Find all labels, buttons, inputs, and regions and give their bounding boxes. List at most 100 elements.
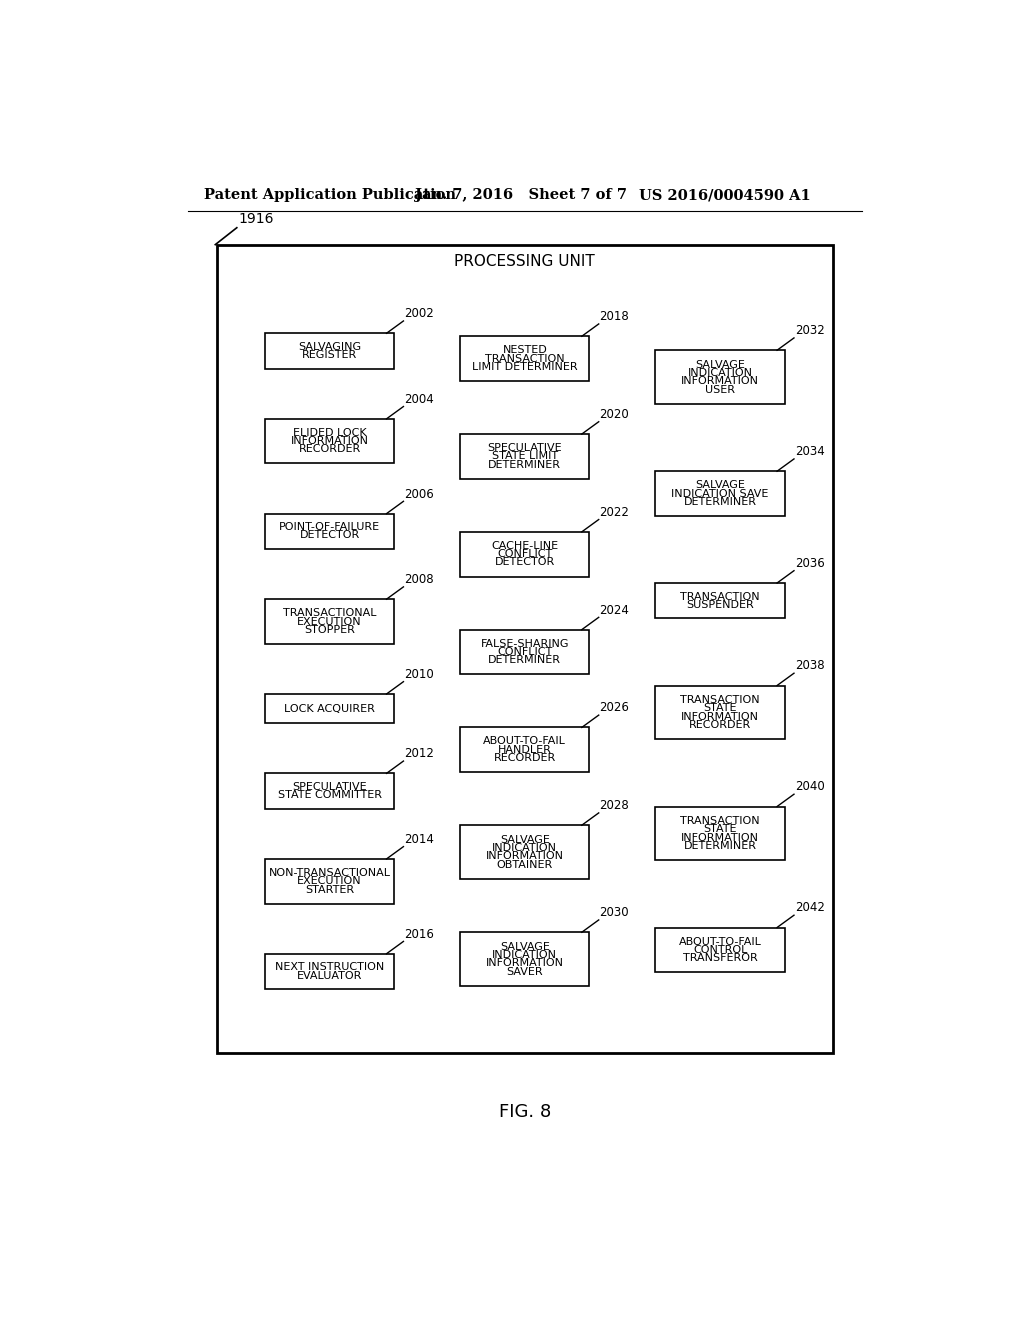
- Text: SPECULATIVE: SPECULATIVE: [292, 781, 367, 792]
- Text: 1916: 1916: [239, 213, 273, 226]
- Text: 2010: 2010: [404, 668, 434, 681]
- Text: POINT-OF-FAILURE: POINT-OF-FAILURE: [279, 523, 380, 532]
- Text: LOCK ACQUIRER: LOCK ACQUIRER: [284, 704, 375, 714]
- Text: REGISTER: REGISTER: [302, 350, 357, 360]
- Text: EXECUTION: EXECUTION: [297, 876, 361, 886]
- Text: US 2016/0004590 A1: US 2016/0004590 A1: [639, 189, 811, 202]
- Bar: [265, 774, 394, 809]
- Bar: [655, 807, 784, 861]
- Text: CONFLICT: CONFLICT: [498, 549, 552, 560]
- Bar: [460, 727, 590, 772]
- Text: SALVAGING: SALVAGING: [298, 342, 361, 352]
- Bar: [460, 932, 590, 986]
- Text: RECORDER: RECORDER: [689, 719, 752, 730]
- Text: 2004: 2004: [404, 393, 434, 405]
- Text: INFORMATION: INFORMATION: [291, 436, 369, 446]
- Bar: [265, 694, 394, 723]
- Text: OBTAINER: OBTAINER: [497, 859, 553, 870]
- Text: NESTED: NESTED: [503, 346, 547, 355]
- Text: INFORMATION: INFORMATION: [485, 958, 564, 969]
- Text: 2026: 2026: [599, 701, 630, 714]
- Text: 2024: 2024: [599, 603, 630, 616]
- Bar: [265, 859, 394, 904]
- Text: ABOUT-TO-FAIL: ABOUT-TO-FAIL: [679, 936, 762, 946]
- Bar: [265, 513, 394, 549]
- Text: INFORMATION: INFORMATION: [681, 833, 759, 842]
- Text: INFORMATION: INFORMATION: [485, 851, 564, 862]
- Bar: [655, 583, 784, 618]
- Text: TRANSACTION: TRANSACTION: [680, 816, 760, 826]
- Bar: [265, 599, 394, 644]
- Bar: [460, 630, 590, 675]
- Text: 2008: 2008: [404, 573, 434, 586]
- Text: 2014: 2014: [404, 833, 434, 846]
- Bar: [460, 434, 590, 479]
- Text: CONFLICT: CONFLICT: [498, 647, 552, 657]
- Text: STATE LIMIT: STATE LIMIT: [492, 451, 558, 462]
- Text: EVALUATOR: EVALUATOR: [297, 970, 362, 981]
- Text: TRANSACTION: TRANSACTION: [485, 354, 564, 363]
- Bar: [460, 825, 590, 879]
- Bar: [265, 418, 394, 463]
- Text: 2006: 2006: [404, 487, 434, 500]
- Text: STATE COMMITTER: STATE COMMITTER: [278, 791, 382, 800]
- Text: SALVAGE: SALVAGE: [695, 360, 745, 370]
- Text: USER: USER: [706, 384, 735, 395]
- Text: TRANSACTIONAL: TRANSACTIONAL: [283, 609, 376, 618]
- Text: INDICATION SAVE: INDICATION SAVE: [672, 488, 769, 499]
- Text: Patent Application Publication: Patent Application Publication: [204, 189, 456, 202]
- Bar: [655, 685, 784, 739]
- Text: 2036: 2036: [795, 557, 824, 570]
- Text: RECORDER: RECORDER: [494, 754, 556, 763]
- Text: INFORMATION: INFORMATION: [681, 376, 759, 387]
- Text: DETERMINER: DETERMINER: [488, 459, 561, 470]
- Text: SPECULATIVE: SPECULATIVE: [487, 444, 562, 453]
- Bar: [655, 471, 784, 516]
- Text: 2030: 2030: [599, 906, 629, 919]
- Bar: [460, 532, 590, 577]
- Text: HANDLER: HANDLER: [498, 744, 552, 755]
- Text: 2034: 2034: [795, 445, 824, 458]
- Bar: [265, 954, 394, 989]
- Text: STATE: STATE: [703, 824, 737, 834]
- Text: INDICATION: INDICATION: [493, 843, 557, 853]
- Text: 2020: 2020: [599, 408, 629, 421]
- Text: 2038: 2038: [795, 660, 824, 672]
- Text: DETERMINER: DETERMINER: [488, 655, 561, 665]
- Text: SALVAGE: SALVAGE: [500, 941, 550, 952]
- Text: ABOUT-TO-FAIL: ABOUT-TO-FAIL: [483, 737, 566, 746]
- Text: 2028: 2028: [599, 799, 629, 812]
- Text: CACHE-LINE: CACHE-LINE: [492, 541, 558, 550]
- Text: DETECTOR: DETECTOR: [495, 557, 555, 568]
- Text: 2040: 2040: [795, 780, 824, 793]
- Text: STOPPER: STOPPER: [304, 624, 355, 635]
- Text: 2002: 2002: [404, 308, 434, 321]
- Text: SAVER: SAVER: [507, 966, 543, 977]
- Bar: [655, 350, 784, 404]
- Text: 2022: 2022: [599, 506, 630, 519]
- Text: NON-TRANSACTIONAL: NON-TRANSACTIONAL: [268, 869, 390, 878]
- Text: Jan. 7, 2016   Sheet 7 of 7: Jan. 7, 2016 Sheet 7 of 7: [416, 189, 628, 202]
- Text: 2042: 2042: [795, 902, 824, 915]
- Text: TRANSACTION: TRANSACTION: [680, 591, 760, 602]
- Text: 2016: 2016: [404, 928, 434, 941]
- Text: NEXT INSTRUCTION: NEXT INSTRUCTION: [274, 962, 384, 973]
- Text: SUSPENDER: SUSPENDER: [686, 599, 754, 610]
- Text: 2012: 2012: [404, 747, 434, 760]
- Text: INDICATION: INDICATION: [687, 368, 753, 378]
- Text: EXECUTION: EXECUTION: [297, 616, 361, 627]
- Text: FALSE-SHARING: FALSE-SHARING: [480, 639, 569, 648]
- Text: CONTROL: CONTROL: [693, 945, 748, 954]
- Text: 2018: 2018: [599, 310, 629, 323]
- Text: DETERMINER: DETERMINER: [684, 841, 757, 851]
- Text: 2032: 2032: [795, 325, 824, 337]
- Text: FIG. 8: FIG. 8: [499, 1102, 551, 1121]
- Bar: [265, 333, 394, 368]
- Bar: [460, 337, 590, 381]
- Text: RECORDER: RECORDER: [298, 445, 360, 454]
- Text: DETECTOR: DETECTOR: [299, 531, 359, 540]
- Text: STARTER: STARTER: [305, 884, 354, 895]
- Text: LIMIT DETERMINER: LIMIT DETERMINER: [472, 362, 578, 372]
- Bar: [217, 244, 833, 1053]
- Text: SALVAGE: SALVAGE: [695, 480, 745, 490]
